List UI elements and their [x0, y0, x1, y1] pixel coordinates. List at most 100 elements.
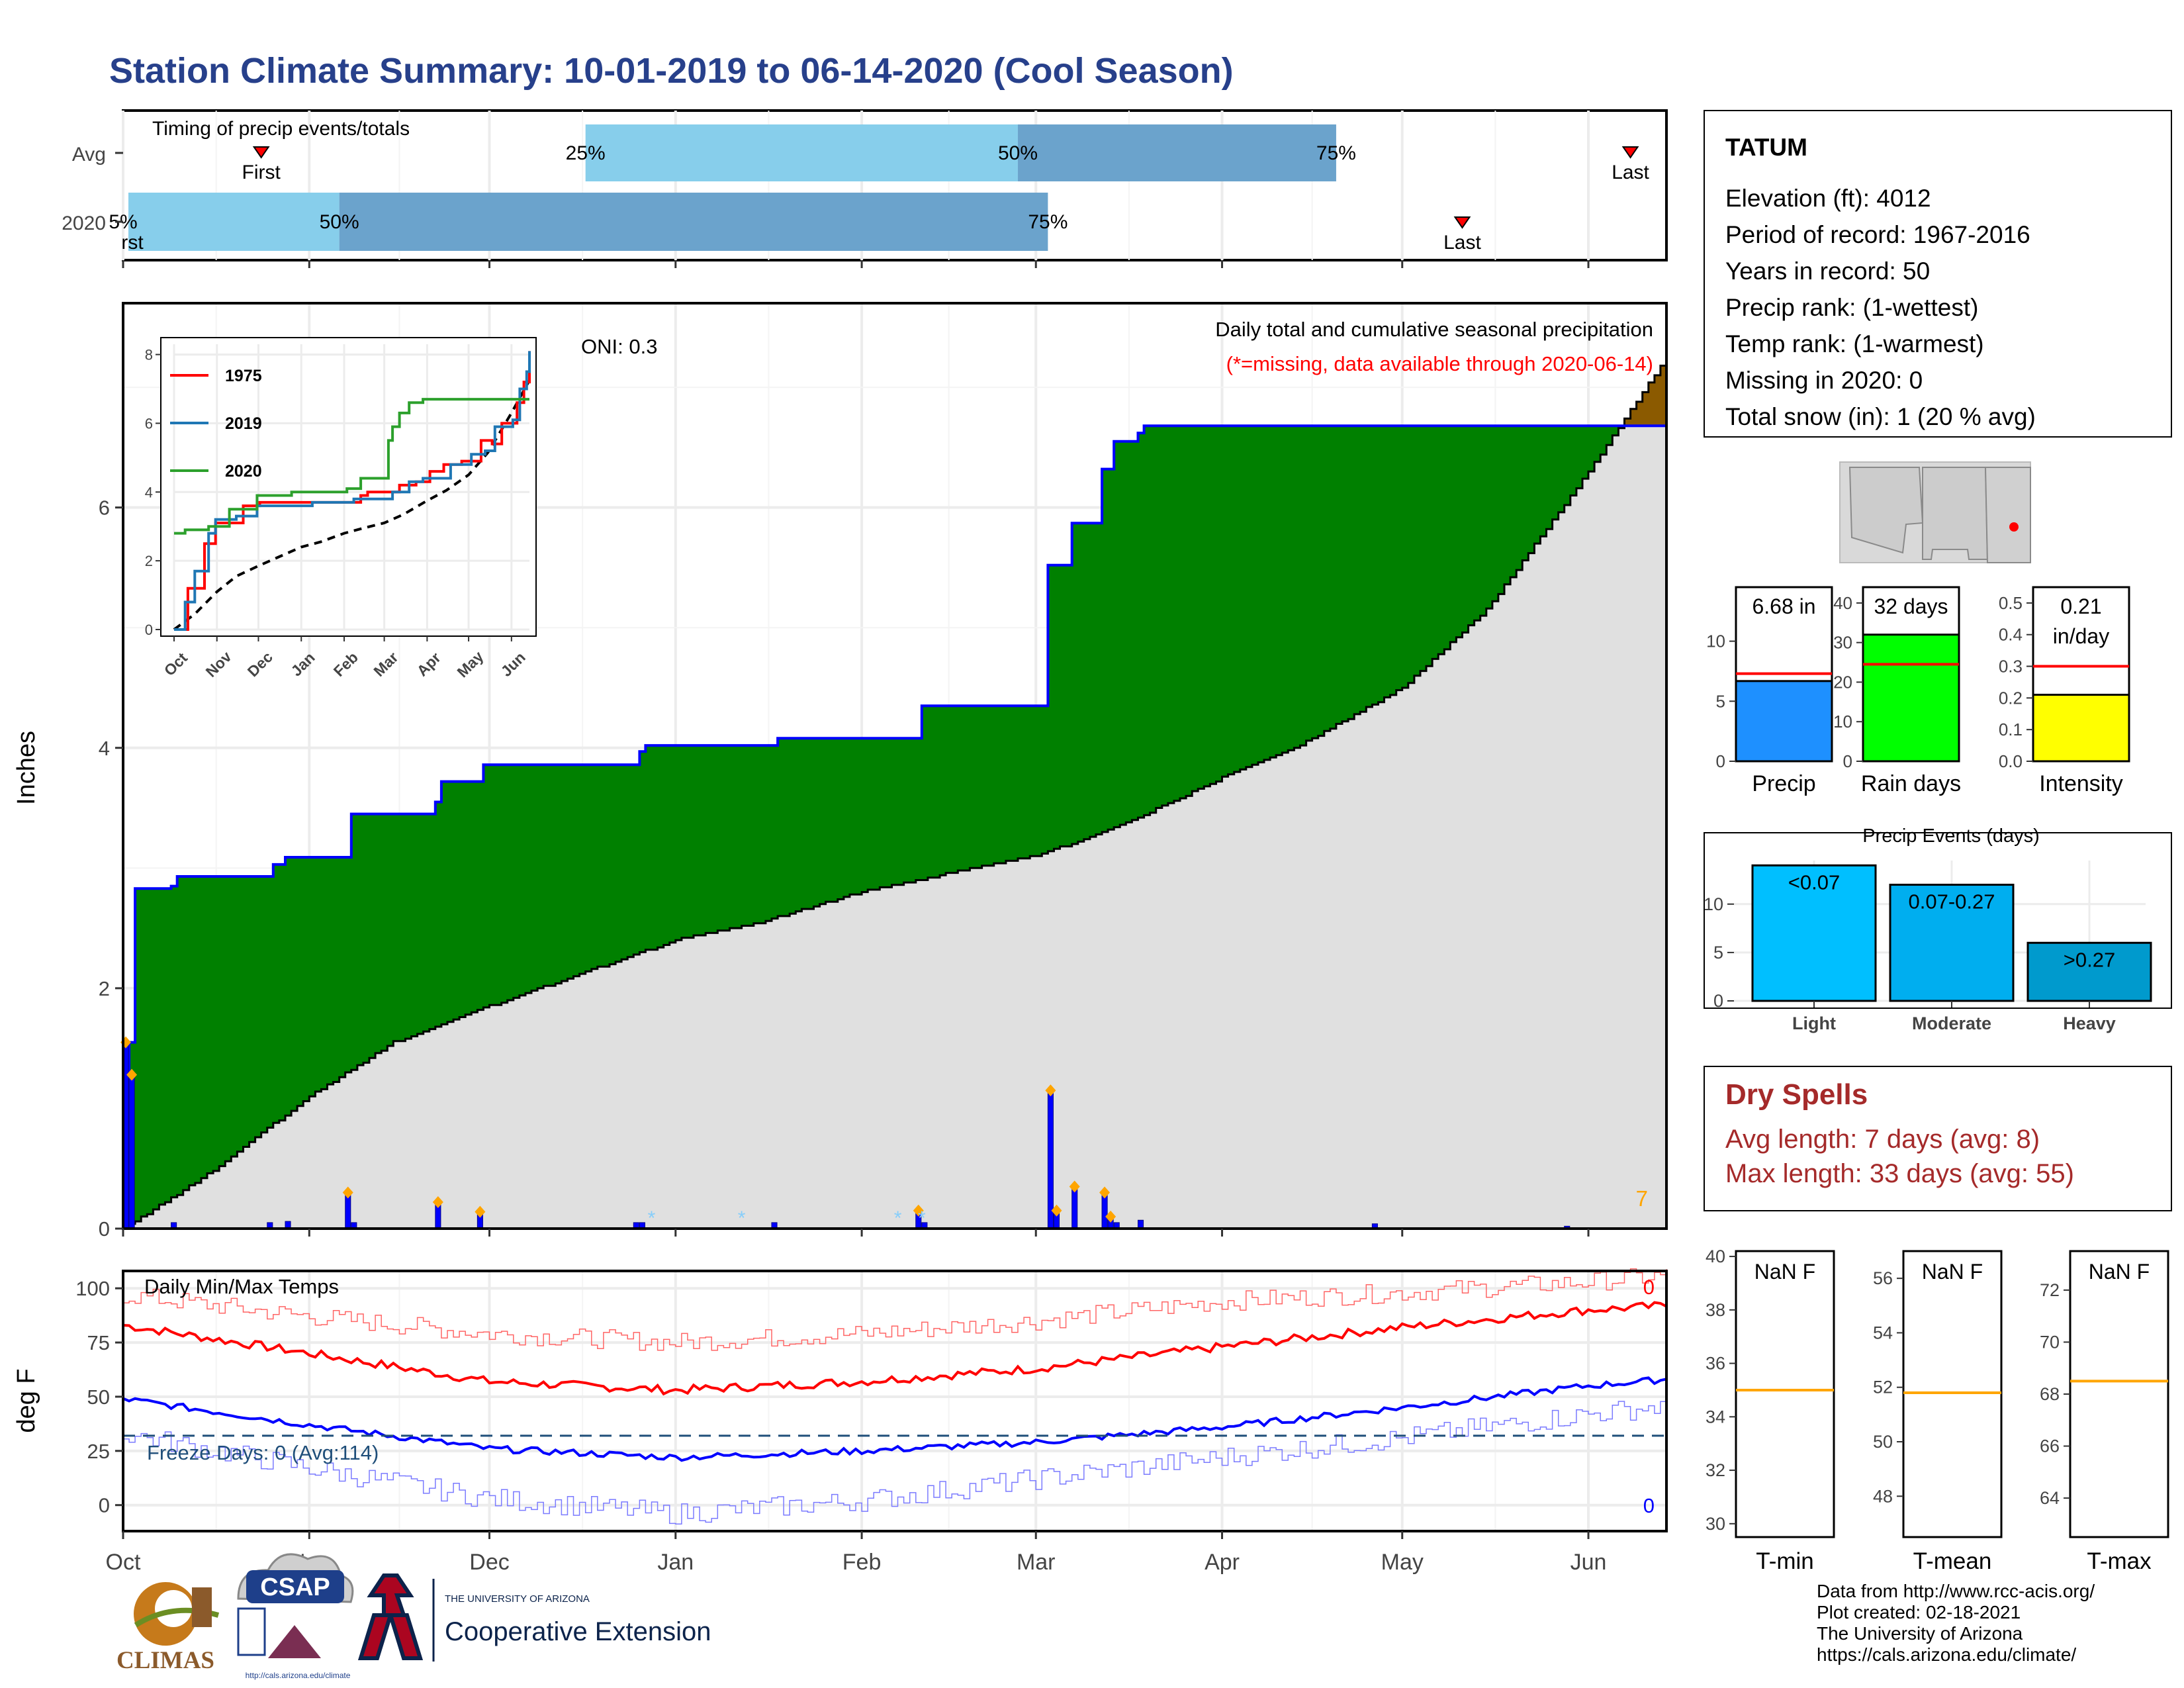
footer-line: The University of Arizona: [1817, 1623, 2023, 1644]
summary-bar-y-tick-label: 0.4: [1999, 625, 2023, 645]
temp-summary-y-tick-label: 56: [1873, 1268, 1893, 1288]
temp-summary-y-tick-label: 32: [1706, 1460, 1725, 1480]
events-bar-heavy: [2026, 941, 2152, 1002]
summary-bar-y-tick-label: 0: [1843, 751, 1852, 771]
station-info-line: Precip rank: (1-wettest): [1725, 294, 1978, 321]
daily-precip-bar: [1071, 1186, 1078, 1229]
events-y-tick-label: 10: [1704, 894, 1723, 914]
timing-first-label: First: [242, 162, 281, 183]
timing-last-marker: [1453, 216, 1471, 229]
month-tick-label: Jun: [1570, 1550, 1607, 1575]
daily-precip-marker: [1051, 1204, 1062, 1217]
timing-last-label: Last: [1443, 232, 1481, 254]
dry-spells-title: Dry Spells: [1725, 1078, 1868, 1111]
map-state-texas: [1984, 467, 2031, 563]
temp-lines: [122, 1268, 1667, 1524]
events-bar-range-label: 0.07-0.27: [1909, 890, 1995, 914]
inset-legend-label: 1975: [225, 367, 262, 385]
inset-grid: [173, 344, 529, 631]
station-info-box: TATUM Elevation (ft): 4012 Period of reco…: [1704, 110, 2172, 438]
summary-bar-label: Rain days: [1861, 771, 1961, 796]
station-info-line: Period of record: 1967-2016: [1725, 221, 2030, 248]
station-info-line: Total snow (in): 1 (20 % avg): [1725, 403, 2036, 430]
dry-spells-max: Max length: 33 days (avg: 55): [1725, 1159, 2074, 1188]
summary-bar-charts: 6.68 in 0 5 10 Precip 32 days 0 10 20 30 40 Rain da…: [1706, 586, 2130, 796]
timing-panel: Timing of precip events/totals Avg 2020 …: [62, 109, 1668, 268]
temp-summary-label: T-min: [1756, 1548, 1814, 1574]
missing-data-note: (*=missing, data available through 2020-…: [1226, 352, 1653, 375]
record-min-temp-line: [123, 1396, 1667, 1524]
csap-logo-badge: [246, 1570, 344, 1603]
csap-logo-mountain: [268, 1625, 321, 1658]
precip-panel-frame: [122, 302, 1668, 1230]
inset-y-tick-label: 8: [145, 347, 153, 363]
footer-line: https://cals.arizona.edu/climate/: [1817, 1644, 2077, 1665]
summary-bar-value-label: in/day: [2053, 624, 2109, 648]
temp-y-tick-label: 50: [87, 1385, 110, 1409]
ua-logo-university: THE UNIVERSITY OF ARIZONA: [445, 1593, 590, 1605]
timing-row-label-avg: Avg: [72, 144, 106, 165]
temp-summary-y-tick-label: 54: [1873, 1323, 1893, 1342]
temp-panel-title: Daily Min/Max Temps: [144, 1275, 339, 1298]
summary-bar-y-tick-label: 0.5: [1999, 593, 2023, 613]
daily-precip-marker: [1045, 1084, 1056, 1097]
csap-logo-text: CSAP: [260, 1573, 330, 1601]
temp-summary-frame: [1902, 1250, 2003, 1538]
summary-bar-y-tick-label: 0.0: [1999, 751, 2023, 771]
timing-bar-50-75: [1018, 124, 1336, 181]
precip-events-panel: Precip Events (days) <0.07 Light 0.07-0.27…: [1704, 825, 2172, 1033]
temp-y-tick-label: 75: [87, 1331, 110, 1354]
inset-series-line-2019: [174, 351, 531, 631]
daily-precip-marker: [1099, 1186, 1111, 1199]
climas-logo: CLIMAS: [116, 1582, 220, 1674]
station-name: TATUM: [1725, 134, 1807, 161]
temp-summary-y-tick-label: 40: [1706, 1246, 1725, 1266]
min-count-label: 0: [1643, 1494, 1655, 1517]
temp-summary-y-tick-label: 68: [2040, 1384, 2060, 1404]
summary-bar-y-tick-label: 10: [1833, 712, 1852, 731]
daily-precip-marker: [1105, 1210, 1116, 1223]
snow-marker: *: [648, 1207, 656, 1229]
daily-precip-marker: [432, 1196, 443, 1209]
summary-bar-y-tick-label: 5: [1716, 691, 1725, 711]
summary-bar-label: Precip: [1752, 771, 1815, 796]
ua-logo-extension: Cooperative Extension: [445, 1617, 711, 1646]
precip-panel-title: Daily total and cumulative seasonal prec…: [1215, 318, 1653, 341]
snow-marker: *: [894, 1207, 902, 1229]
dry-spells-avg: Avg length: 7 days (avg: 8): [1725, 1125, 2040, 1154]
summary-bar-y-tick-label: 20: [1833, 672, 1852, 692]
inset-y-tick-label: 0: [145, 622, 153, 638]
summary-bar-intensity: [2032, 694, 2130, 763]
daily-precip-bar: [1047, 1090, 1054, 1229]
temp-summary-y-tick-label: 48: [1873, 1486, 1893, 1506]
month-tick-label: Apr: [1205, 1550, 1240, 1575]
daily-precip-marker: [913, 1204, 924, 1217]
oni-label: ONI: 0.3: [581, 335, 657, 358]
events-bar-category-label: Heavy: [2063, 1013, 2116, 1033]
temp-y-axis: 0 25 50 75 100: [75, 1277, 123, 1517]
precip-y-tick-label: 2: [99, 977, 110, 1000]
month-tick-label: Dec: [469, 1550, 509, 1575]
summary-bar-value-label: 32 days: [1874, 594, 1948, 618]
events-bar-category-label: Light: [1792, 1013, 1836, 1033]
station-info-frame: [1704, 110, 2172, 438]
timing-last-marker: [1621, 146, 1639, 159]
precip-y-tick-label: 0: [99, 1217, 110, 1241]
temp-summary-y-tick-label: 64: [2040, 1488, 2060, 1508]
events-y-tick-label: 0: [1713, 991, 1723, 1011]
summary-bar-y-tick-label: 40: [1833, 593, 1852, 613]
summary-bar-value-label: 6.68 in: [1752, 594, 1815, 618]
temp-summary-y-tick-label: 72: [2040, 1280, 2060, 1300]
summary-bar-label: Intensity: [2039, 771, 2123, 796]
precip-y-label: Inches: [13, 731, 40, 805]
temperature-summary-charts: NaN F 30 32 34 36 38 40 T-min NaN F 48 50 52 54 56 T-m…: [1706, 1246, 2169, 1574]
precip-y-tick-label: 4: [99, 737, 110, 760]
events-bar-chart: <0.07 Light 0.07-0.27 Moderate >0.27 Heavy 0 5 1…: [1704, 861, 2152, 1033]
station-info-line: Elevation (ft): 4012: [1725, 185, 1931, 212]
page-title: Station Climate Summary: 10-01-2019 to 0…: [109, 51, 1234, 91]
temp-summary-label: T-mean: [1913, 1548, 1992, 1574]
events-panel-title: Precip Events (days): [1862, 825, 2040, 847]
timing-bar-50-75: [339, 193, 1048, 251]
